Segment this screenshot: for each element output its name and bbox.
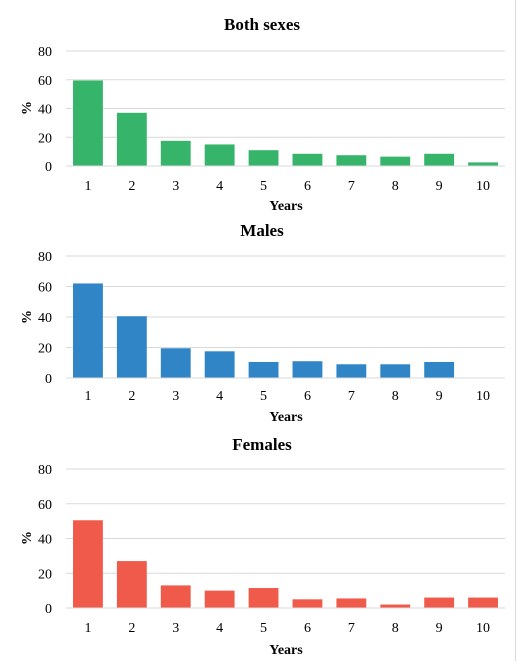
y-tick-label: 0: [45, 602, 52, 617]
x-tick-label: 10: [476, 389, 490, 404]
chart-panel-males: Males 0 20 40 60 80 1 2 3 4 5 6 7 8 9 10 Years%: [0, 216, 523, 428]
y-axis-label: %: [20, 101, 35, 115]
y-tick-label: 80: [38, 463, 52, 478]
x-tick-label: 2: [128, 389, 135, 404]
bar-5: [248, 361, 279, 378]
x-axis-label: Years: [269, 410, 303, 425]
bar-1: [73, 80, 103, 166]
chart-panel-both-sexes: Both sexes 0 20 40 60 80 1 2 3 4 5 6 7 8 9 10 Years%: [0, 0, 523, 216]
x-tick-label: 8: [392, 389, 399, 404]
bar-6: [292, 599, 323, 608]
x-tick-label: 7: [348, 621, 355, 636]
bar-2: [116, 561, 147, 608]
bar-2: [116, 316, 147, 378]
y-tick-label: 80: [38, 250, 52, 265]
bar-8: [380, 156, 411, 166]
bar-4: [204, 351, 235, 378]
y-tick-label: 40: [38, 103, 52, 118]
x-tick-label: 3: [172, 621, 179, 636]
x-tick-label: 1: [84, 621, 91, 636]
y-tick-label: 60: [38, 74, 52, 89]
bar-7: [336, 364, 367, 378]
bar-4: [204, 590, 235, 608]
y-tick-label: 20: [38, 131, 52, 146]
chart-males: Males 0 20 40 60 80 1 2 3 4 5 6 7 8 9 10 Years%: [20, 221, 505, 425]
y-tick-label: 80: [38, 45, 52, 60]
x-tick-label: 6: [304, 179, 311, 194]
bar-5: [248, 588, 279, 608]
x-axis-label: Years: [269, 199, 303, 214]
panel-border: [515, 428, 516, 661]
bar-4: [204, 144, 235, 166]
y-tick-label: 60: [38, 498, 52, 513]
x-tick-label: 2: [128, 179, 135, 194]
x-tick-label: 4: [216, 621, 223, 636]
bar-10: [468, 162, 498, 166]
bar-8: [380, 604, 411, 608]
bar-7: [336, 155, 367, 166]
bar-5: [248, 150, 279, 166]
bar-8: [380, 364, 411, 378]
bar-3: [160, 140, 191, 166]
x-tick-label: 7: [348, 389, 355, 404]
x-tick-label: 9: [436, 389, 443, 404]
panel-border: [515, 0, 516, 216]
x-tick-label: 5: [260, 179, 267, 194]
x-tick-label: 4: [216, 179, 223, 194]
x-axis-label: Years: [269, 643, 303, 658]
y-tick-label: 40: [38, 311, 52, 326]
y-tick-label: 60: [38, 281, 52, 296]
y-axis-label: %: [20, 310, 35, 324]
chart-panel-females: Females 0 20 40 60 80 1 2 3 4 5 6 7 8 9 10 Years%: [0, 428, 523, 661]
bar-3: [160, 585, 191, 608]
x-tick-label: 5: [260, 621, 267, 636]
x-tick-label: 7: [348, 179, 355, 194]
x-tick-label: 6: [304, 621, 311, 636]
x-tick-label: 1: [84, 389, 91, 404]
bar-6: [292, 361, 323, 378]
bar-1: [73, 283, 103, 378]
bar-10: [468, 597, 498, 608]
bar-6: [292, 153, 323, 166]
x-tick-label: 8: [392, 179, 399, 194]
bar-2: [116, 112, 147, 166]
bar-3: [160, 348, 191, 378]
y-tick-label: 0: [45, 160, 52, 175]
x-tick-label: 8: [392, 621, 399, 636]
bar-9: [424, 597, 455, 608]
y-tick-label: 20: [38, 342, 52, 357]
panel-border: [515, 216, 516, 428]
x-tick-label: 1: [84, 179, 91, 194]
y-tick-label: 0: [45, 372, 52, 387]
x-tick-label: 3: [172, 179, 179, 194]
x-tick-label: 3: [172, 389, 179, 404]
y-axis-label: %: [20, 531, 35, 545]
bar-9: [424, 153, 455, 166]
chart-title: Males: [240, 221, 284, 240]
x-tick-label: 2: [128, 621, 135, 636]
x-tick-label: 10: [476, 621, 490, 636]
y-tick-label: 20: [38, 567, 52, 582]
chart-title: Females: [232, 435, 292, 454]
x-tick-label: 9: [436, 179, 443, 194]
bar-1: [73, 520, 103, 608]
x-tick-label: 9: [436, 621, 443, 636]
bar-7: [336, 598, 367, 608]
chart-title: Both sexes: [224, 15, 300, 34]
chart-both-sexes: Both sexes 0 20 40 60 80 1 2 3 4 5 6 7 8 9 10 Years%: [20, 15, 505, 214]
x-tick-label: 6: [304, 389, 311, 404]
x-tick-label: 5: [260, 389, 267, 404]
x-tick-label: 4: [216, 389, 223, 404]
x-tick-label: 10: [476, 179, 490, 194]
bar-9: [424, 361, 455, 378]
chart-females: Females 0 20 40 60 80 1 2 3 4 5 6 7 8 9 10 Years%: [20, 435, 505, 658]
y-tick-label: 40: [38, 533, 52, 548]
